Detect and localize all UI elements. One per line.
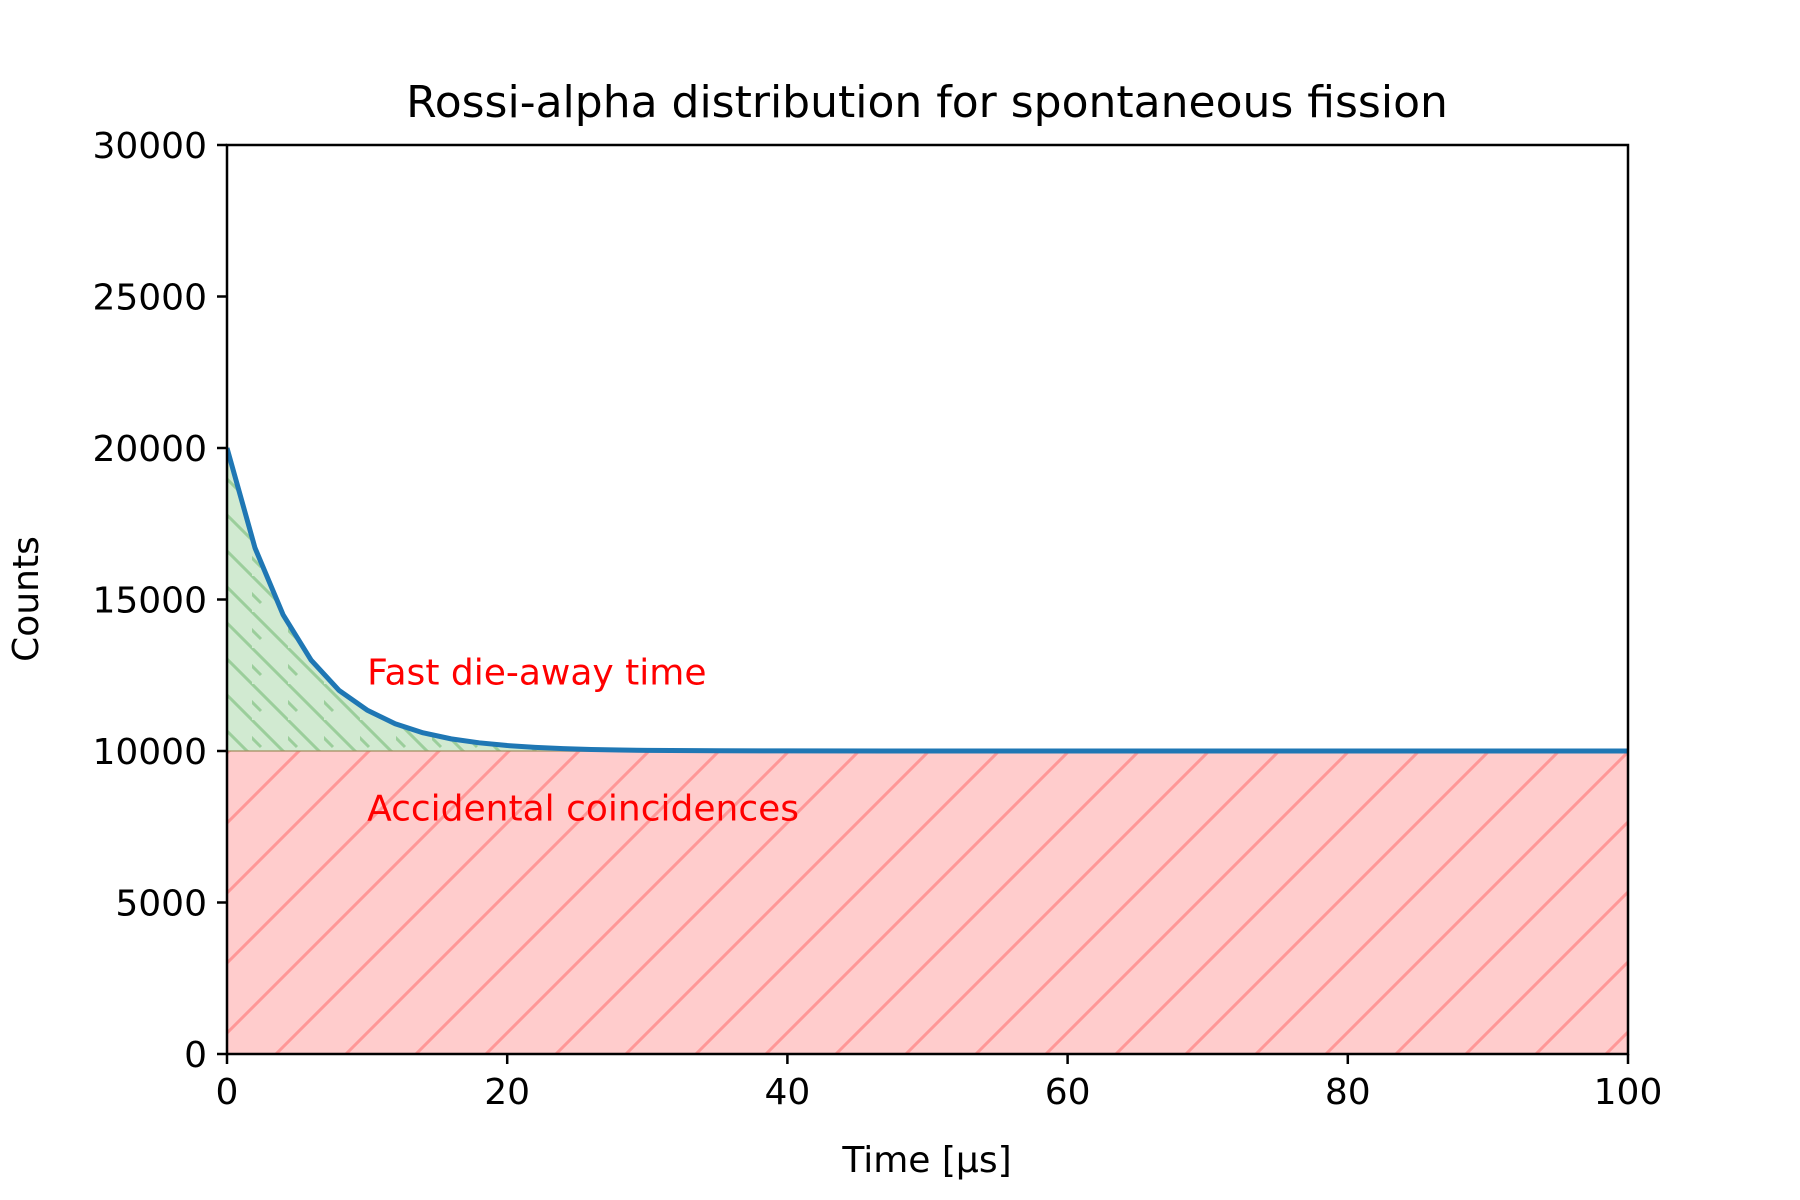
- x-tick-label: 20: [484, 1072, 530, 1113]
- y-tick-label: 15000: [92, 581, 207, 622]
- x-axis-label: Time [μs]: [841, 1140, 1011, 1181]
- x-tick-label: 60: [1045, 1072, 1091, 1113]
- y-tick-label: 30000: [92, 126, 207, 167]
- x-axis-ticks: 0 20 40 60 80 100: [216, 1054, 1663, 1113]
- fast-die-away-region: [227, 448, 1628, 751]
- x-tick-label: 40: [764, 1072, 810, 1113]
- y-tick-label: 0: [184, 1035, 207, 1076]
- y-tick-label: 10000: [92, 732, 207, 773]
- y-tick-label: 5000: [115, 884, 207, 925]
- y-axis-ticks: 0 5000 10000 15000 20000 25000 30000: [92, 126, 227, 1076]
- x-tick-label: 0: [216, 1072, 239, 1113]
- x-tick-label: 100: [1594, 1072, 1663, 1113]
- accidental-coincidences-label: Accidental coincidences: [367, 789, 799, 830]
- y-tick-label: 20000: [92, 429, 207, 470]
- plot-area: [227, 447, 1628, 1054]
- accidental-coincidences-hatch: [227, 751, 1628, 1054]
- x-tick-label: 80: [1325, 1072, 1371, 1113]
- fast-die-away-hatch: [227, 448, 1628, 751]
- decay-curve-line: [227, 447, 1628, 754]
- fast-die-away-label: Fast die-away time: [367, 652, 706, 693]
- chart-title: Rossi-alpha distribution for spontaneous…: [406, 77, 1448, 128]
- y-tick-label: 25000: [92, 278, 207, 319]
- y-axis-label: Counts: [6, 536, 47, 662]
